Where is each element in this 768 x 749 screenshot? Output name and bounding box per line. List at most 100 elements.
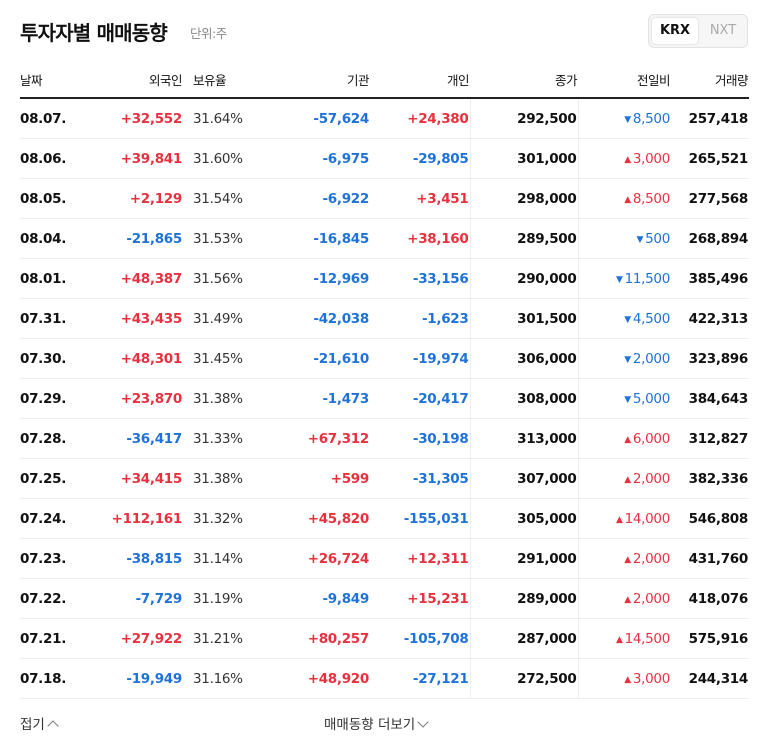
institution-cell: -6,922 [263,178,370,219]
volume-cell: 268,894 [671,218,749,259]
triangle-down-icon: ▼ [624,114,631,125]
krx-tab[interactable]: KRX [652,18,698,44]
close-cell: 298,000 [470,178,579,219]
col-holding: 보유율 [183,62,263,99]
foreign-cell-value: -36,417 [126,430,182,447]
market-toggle: KRX NXT [648,14,748,48]
close-cell-value: 298,000 [517,190,577,207]
foreign-cell-value: +27,922 [120,630,183,647]
individual-cell-value: -1,623 [421,310,469,327]
institution-cell: -57,624 [263,98,370,139]
holding-cell-value: 31.56% [193,270,243,287]
individual-cell: -155,031 [370,498,471,539]
nxt-tab[interactable]: NXT [709,23,737,38]
holding-cell-value: 31.32% [193,510,243,527]
table-row: 08.06. +39,841 31.60% -6,975 -29,805 301,000 ▲… [20,138,749,179]
close-cell: 306,000 [470,338,579,379]
institution-cell-value: +67,312 [307,430,370,447]
holding-cell-value: 31.33% [193,430,243,447]
table-row: 07.21. +27,922 31.21% +80,257 -105,708 287,00… [20,618,749,659]
institution-cell: +67,312 [263,418,370,459]
volume-cell: 382,336 [671,458,749,499]
foreign-cell-value: +2,129 [129,190,183,207]
date-cell-value: 08.05. [20,190,67,207]
volume-cell-value: 422,313 [688,310,749,327]
foreign-cell: +48,301 [72,338,183,379]
institution-cell: +26,724 [263,538,370,579]
foreign-cell: +34,415 [72,458,183,499]
table-row: 07.31. +43,435 31.49% -42,038 -1,623 301,500 ▼… [20,298,749,339]
change-cell-value: 4,500 [632,310,670,327]
holding-cell-value: 31.53% [193,230,243,247]
volume-cell-value: 431,760 [688,550,749,567]
change-cell-value: 2,000 [632,590,670,607]
col-volume: 거래량 [671,62,749,99]
institution-cell-value: -16,845 [313,230,369,247]
table-row: 08.04. -21,865 31.53% -16,845 +38,160 289,500… [20,218,749,259]
holding-cell-value: 31.19% [193,590,243,607]
change-cell: ▼ 4,500 [578,298,671,339]
close-cell: 301,000 [470,138,579,179]
collapse-label: 접기 [20,717,45,733]
col-institution: 기관 [263,62,370,99]
volume-cell-value: 382,336 [688,470,749,487]
volume-cell-value: 546,808 [688,510,749,527]
close-cell-value: 289,500 [517,230,577,247]
foreign-cell: +112,161 [72,498,183,539]
holding-cell-value: 31.45% [193,350,243,367]
volume-cell-value: 385,496 [688,270,749,287]
volume-cell-value: 575,916 [688,630,749,647]
date-cell-value: 08.07. [20,110,67,127]
change-cell-value: 2,000 [632,470,670,487]
table-row: 07.24. +112,161 31.32% +45,820 -155,031 305,0… [20,498,749,539]
date-cell-value: 07.21. [20,630,67,647]
date-cell: 07.24. [20,498,72,539]
foreign-cell: -38,815 [72,538,183,579]
holding-cell: 31.45% [183,338,263,379]
triangle-up-icon: ▲ [624,474,631,485]
individual-cell-value: -31,305 [412,470,469,487]
holding-cell: 31.21% [183,618,263,659]
individual-cell: +38,160 [370,218,471,259]
institution-cell-value: -6,975 [322,150,369,167]
triangle-up-icon: ▲ [624,154,631,165]
more-trend-button[interactable]: 매매동향 더보기 [324,713,429,733]
holding-cell-value: 31.16% [193,670,243,687]
volume-cell-value: 277,568 [688,190,749,207]
holding-cell: 31.38% [183,458,263,499]
date-cell-value: 07.18. [20,670,67,687]
foreign-cell-value: -7,729 [135,590,182,607]
institution-cell: -42,038 [263,298,370,339]
volume-cell-value: 384,643 [688,390,749,407]
volume-cell-value: 244,314 [688,670,749,687]
date-cell-value: 08.04. [20,230,67,247]
individual-cell-value: +12,311 [407,550,469,567]
close-cell: 289,500 [470,218,579,259]
volume-cell: 265,521 [671,138,749,179]
foreign-cell: -7,729 [72,578,183,619]
change-cell: ▼ 8,500 [578,98,671,139]
collapse-button[interactable]: 접기 [20,713,59,733]
institution-cell-value: -21,610 [313,350,369,367]
holding-cell: 31.19% [183,578,263,619]
change-cell-value: 3,000 [632,670,670,687]
individual-cell: +24,380 [370,98,471,139]
foreign-cell: +48,387 [72,258,183,299]
individual-cell: -1,623 [370,298,471,339]
close-cell-value: 289,000 [517,590,577,607]
date-cell-value: 07.24. [20,510,67,527]
foreign-cell: +23,870 [72,378,183,419]
foreign-cell: +27,922 [72,618,183,659]
individual-cell: +12,311 [370,538,471,579]
triangle-up-icon: ▲ [624,434,631,445]
investor-trend-table: 날짜 외국인 보유율 기관 개인 종가 전일비 거래량 08.07. +32,55… [20,62,749,699]
institution-cell-value: -6,922 [322,190,369,207]
page-title: 투자자별 매매동향 [20,21,168,45]
date-cell: 07.29. [20,378,72,419]
holding-cell: 31.14% [183,538,263,579]
foreign-cell-value: +23,870 [120,390,183,407]
change-cell: ▲ 2,000 [578,538,671,579]
change-cell: ▼ 11,500 [578,258,671,299]
triangle-down-icon: ▼ [624,354,631,365]
volume-cell-value: 312,827 [688,430,749,447]
